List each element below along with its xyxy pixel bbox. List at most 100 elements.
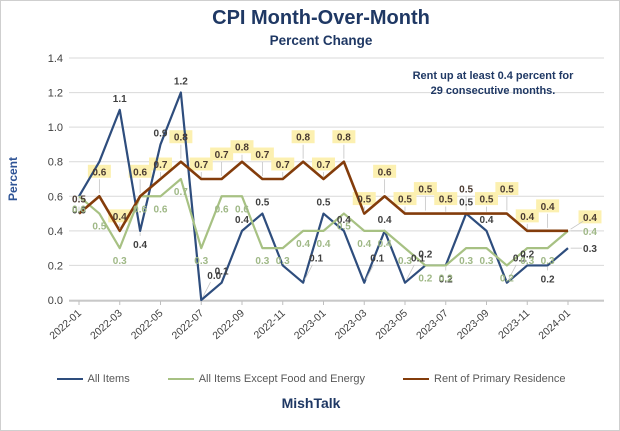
- data-label: 0.8: [337, 133, 351, 144]
- label-highlight: [87, 164, 111, 178]
- data-label: 0.4: [480, 215, 494, 226]
- data-label: 0.5: [439, 195, 453, 206]
- legend-label-core: All Items Except Food and Energy: [198, 373, 366, 385]
- data-label: 0.4: [296, 239, 310, 250]
- data-label: 0.5: [459, 185, 473, 196]
- data-label: 0.4: [317, 239, 331, 250]
- all-items-line-swatch: [56, 378, 83, 380]
- label-highlight: [475, 192, 498, 206]
- data-label: 0.8: [174, 133, 188, 144]
- data-label: 0.4: [133, 240, 147, 251]
- label-leader: [304, 264, 313, 280]
- data-label: 0.5: [480, 195, 494, 206]
- label-highlight: [536, 199, 560, 213]
- data-label: 0.4: [583, 227, 597, 238]
- data-label: 1.1: [113, 94, 127, 105]
- data-label: 0.8: [296, 133, 310, 144]
- data-label: 0.7: [194, 160, 208, 171]
- data-label: 0.3: [398, 256, 412, 267]
- data-label: 0.5: [337, 222, 351, 233]
- rent-annotation: Rent up at least 0.4 percent for 29 cons…: [412, 70, 574, 97]
- legend-item-all-items: All Items: [56, 373, 130, 385]
- y-tick-label: 1.2: [48, 88, 63, 100]
- data-label: 0.3: [459, 256, 473, 267]
- label-highlight: [312, 157, 335, 171]
- chart-subtitle: Percent Change: [269, 33, 373, 48]
- data-label: 0.7: [154, 160, 168, 171]
- data-label: 0.3: [276, 256, 290, 267]
- legend-item-core: All Items Except Food and Energy: [167, 373, 366, 385]
- data-label: 0.6: [133, 167, 147, 178]
- label-highlight: [189, 157, 213, 171]
- data-label: 0.1: [513, 254, 527, 265]
- series-line-all-items: [78, 91, 569, 302]
- x-tick-label: 2022-11: [252, 307, 288, 341]
- legend-label-rent: Rent of Primary Residence: [434, 373, 566, 385]
- data-label: 0.5: [317, 198, 331, 209]
- data-label: 0.9: [154, 128, 168, 139]
- data-label: 0.1: [411, 254, 425, 265]
- data-label: 0.1: [309, 254, 323, 265]
- label-highlight: [332, 130, 356, 144]
- y-tick-label: 0.2: [48, 260, 63, 272]
- data-label: 0.0: [207, 271, 221, 282]
- data-label: 0.5: [72, 195, 86, 206]
- data-label: 0.4: [378, 239, 392, 250]
- data-label: 0.6: [92, 167, 106, 178]
- data-label: 0.4: [378, 215, 392, 226]
- chart-title: CPI Month-Over-Month: [212, 7, 430, 29]
- legend: All Items All Items Except Food and Ener…: [1, 373, 619, 385]
- data-label: 0.6: [215, 204, 229, 215]
- label-highlight: [271, 157, 295, 171]
- label-highlight: [434, 192, 458, 206]
- data-label: 0.3: [520, 256, 534, 267]
- data-label: 0.4: [113, 212, 127, 223]
- x-tick-label: 2024-01: [536, 307, 573, 342]
- data-label: 0.4: [520, 212, 534, 223]
- label-leader: [570, 220, 584, 230]
- data-label: 0.5: [255, 198, 269, 209]
- data-label: 0.7: [215, 150, 229, 161]
- y-axis-title: Percent: [6, 157, 20, 201]
- label-highlight: [495, 182, 519, 196]
- legend-item-rent: Rent of Primary Residence: [403, 373, 565, 385]
- data-label: 0.2: [418, 273, 432, 284]
- series-line-rent: [78, 160, 568, 233]
- label-highlight: [250, 147, 274, 161]
- data-label: 0.6: [235, 204, 249, 215]
- data-label: 0.3: [255, 256, 269, 267]
- data-label: 0.5: [357, 195, 371, 206]
- label-highlight: [128, 164, 152, 178]
- series-line-core: [78, 177, 569, 267]
- data-label: 0.2: [439, 273, 453, 284]
- data-label: 0.2: [520, 249, 534, 260]
- data-label: 0.7: [317, 160, 331, 171]
- data-label: 0.7: [276, 160, 290, 171]
- source-footer: MishTalk: [281, 395, 341, 411]
- data-label: 0.6: [133, 204, 147, 215]
- x-tick-label: 2022-03: [88, 307, 125, 342]
- data-label: 0.2: [500, 273, 514, 284]
- data-label: 0.4: [337, 215, 351, 226]
- data-label: 0.7: [255, 150, 269, 161]
- y-tick-label: 1.4: [48, 53, 63, 65]
- x-tick-label: 2023-05: [373, 307, 410, 342]
- data-label: 0.4: [357, 239, 371, 250]
- data-label: 0.4: [583, 213, 597, 224]
- rent-line-swatch: [403, 378, 430, 380]
- data-label: 0.8: [235, 143, 249, 154]
- data-label: 0.6: [154, 204, 168, 215]
- y-tick-label: 0.8: [48, 157, 63, 169]
- label-highlight: [291, 130, 315, 144]
- data-label: 0.6: [72, 204, 86, 215]
- x-tick-label: 2023-07: [414, 307, 451, 342]
- data-label: 0.2: [418, 249, 432, 260]
- data-label: 0.5: [459, 198, 473, 209]
- data-label: 0.5: [398, 195, 412, 206]
- data-label: 0.3: [113, 256, 127, 267]
- label-leader: [202, 281, 211, 298]
- data-label: 0.2: [541, 274, 555, 285]
- data-label: 0.3: [541, 256, 555, 267]
